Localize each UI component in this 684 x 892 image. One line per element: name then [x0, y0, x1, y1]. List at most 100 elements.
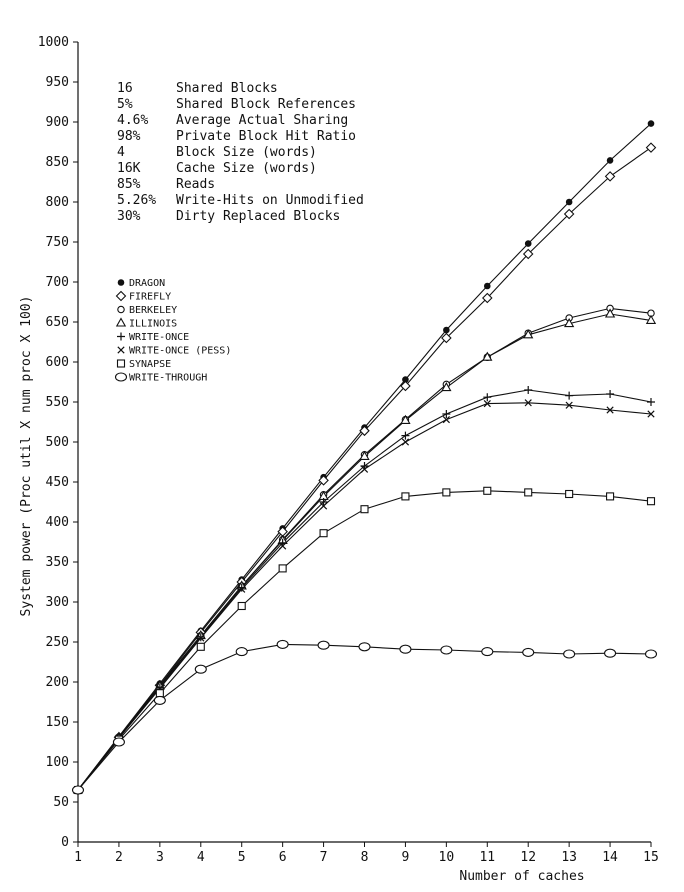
data-point-write-through: [276, 639, 289, 649]
y-tick-label: 900: [46, 115, 69, 130]
data-point-dragon: [565, 198, 573, 206]
data-point-firefly: [318, 475, 329, 486]
parameter-value: 4: [117, 145, 125, 160]
legend-marker: [116, 359, 126, 368]
data-point-synapse: [606, 492, 615, 501]
parameter-label: Write-Hits on Unmodified: [176, 193, 364, 208]
data-point-write-once-pess: [606, 406, 614, 414]
data-point-write-once: [237, 583, 246, 592]
series-line-write-once: [77, 389, 652, 791]
data-point-firefly: [359, 425, 370, 437]
legend-marker: [117, 279, 125, 286]
y-tick-label: 450: [46, 475, 69, 490]
parameter-label: Shared Blocks: [176, 81, 278, 96]
data-point-synapse: [524, 488, 533, 497]
data-point-illinois: [523, 329, 534, 339]
data-point-write-through: [317, 640, 330, 650]
parameter-label: Shared Block References: [176, 97, 356, 112]
x-tick-label: 5: [238, 850, 246, 865]
data-point-write-once-pess: [483, 399, 491, 408]
legend-marker: [115, 290, 127, 302]
parameter-value: 30%: [117, 209, 141, 224]
data-point-write-through: [604, 648, 617, 658]
data-point-write-once-pess: [238, 585, 246, 593]
x-tick-label: 9: [402, 850, 410, 865]
legend-entry: WRITE-ONCE (PESS): [129, 346, 231, 357]
legend-marker: [117, 346, 125, 354]
series-markers: [71, 120, 658, 796]
data-point-synapse: [237, 601, 246, 611]
y-tick-label: 300: [46, 595, 69, 610]
y-tick-label: 1000: [38, 35, 69, 50]
data-point-firefly: [563, 208, 575, 220]
parameter-label: Reads: [176, 177, 215, 192]
data-point-firefly: [482, 292, 493, 304]
data-point-dragon: [647, 120, 655, 127]
x-tick-label: 4: [197, 850, 205, 865]
series-line-write-through: [77, 643, 652, 791]
data-point-write-through: [71, 785, 85, 795]
y-tick-label: 750: [46, 235, 69, 250]
data-point-illinois: [359, 450, 370, 460]
data-point-write-once-pess: [565, 401, 573, 409]
legend-marker: [117, 332, 125, 341]
parameter-value: 85%: [117, 177, 141, 192]
parameter-label: Dirty Replaced Blocks: [176, 209, 340, 224]
data-point-write-through: [440, 645, 453, 655]
x-tick-label: 1: [74, 850, 82, 865]
parameter-value: 5.26%: [117, 193, 156, 208]
data-point-synapse: [401, 492, 410, 501]
x-tick-label: 8: [361, 850, 369, 865]
data-point-write-once-pess: [197, 634, 205, 642]
data-point-write-once: [606, 390, 615, 398]
series-line-illinois: [77, 313, 652, 791]
legend-entry: FIREFLY: [129, 292, 171, 303]
data-point-write-once: [401, 431, 410, 440]
data-point-write-once-pess: [647, 410, 655, 418]
data-point-write-once: [483, 393, 492, 402]
x-tick-label: 10: [439, 850, 455, 865]
data-point-write-through: [399, 644, 412, 654]
data-point-illinois: [441, 381, 452, 392]
legend-entry: WRITE-THROUGH: [129, 373, 207, 384]
data-point-write-through: [194, 664, 207, 674]
y-tick-label: 50: [53, 795, 69, 810]
data-point-synapse: [483, 486, 492, 495]
data-point-write-through: [235, 647, 248, 657]
data-point-write-once-pess: [360, 465, 369, 473]
parameter-label: Block Size (words): [176, 145, 317, 160]
legend-entry: DRAGON: [129, 278, 165, 289]
data-point-write-through: [481, 647, 494, 657]
data-point-write-through: [112, 737, 125, 747]
y-tick-label: 200: [46, 675, 69, 690]
data-point-illinois: [604, 308, 616, 318]
series-line-synapse: [77, 490, 652, 791]
data-point-synapse: [319, 529, 328, 538]
legend-marker: [114, 372, 128, 382]
data-point-illinois: [645, 314, 657, 324]
legend: DRAGON FIREFLY BERKELEY ILLINOIS WRITE-ONCE W…: [114, 278, 231, 384]
data-point-firefly: [400, 380, 411, 392]
y-tick-label: 250: [46, 635, 69, 650]
data-point-firefly: [522, 248, 534, 260]
data-point-write-through: [358, 642, 371, 652]
data-point-write-through: [644, 649, 658, 659]
data-point-synapse: [442, 488, 451, 497]
data-point-write-once: [565, 391, 574, 400]
y-axis-title: System power (Proc util X num proc X 100…: [19, 296, 34, 617]
legend-entry: SYNAPSE: [129, 359, 171, 370]
legend-marker: [117, 305, 125, 314]
data-point-write-once: [647, 398, 655, 406]
data-point-illinois: [400, 414, 411, 424]
x-tick-label: 14: [602, 850, 618, 865]
data-point-write-once-pess: [401, 438, 410, 446]
series-line-write-once-pess: [77, 402, 652, 791]
data-point-write-once-pess: [524, 399, 532, 407]
y-tick-label: 0: [61, 835, 69, 850]
y-axis-ticks: 0 50 100 150 200 250 300 350 400 450 500 550 600 650 7…: [38, 35, 78, 850]
y-tick-label: 700: [46, 275, 69, 290]
data-point-write-once: [442, 410, 451, 418]
parameter-value: 16: [117, 81, 133, 96]
legend-entry: WRITE-ONCE: [129, 332, 189, 343]
